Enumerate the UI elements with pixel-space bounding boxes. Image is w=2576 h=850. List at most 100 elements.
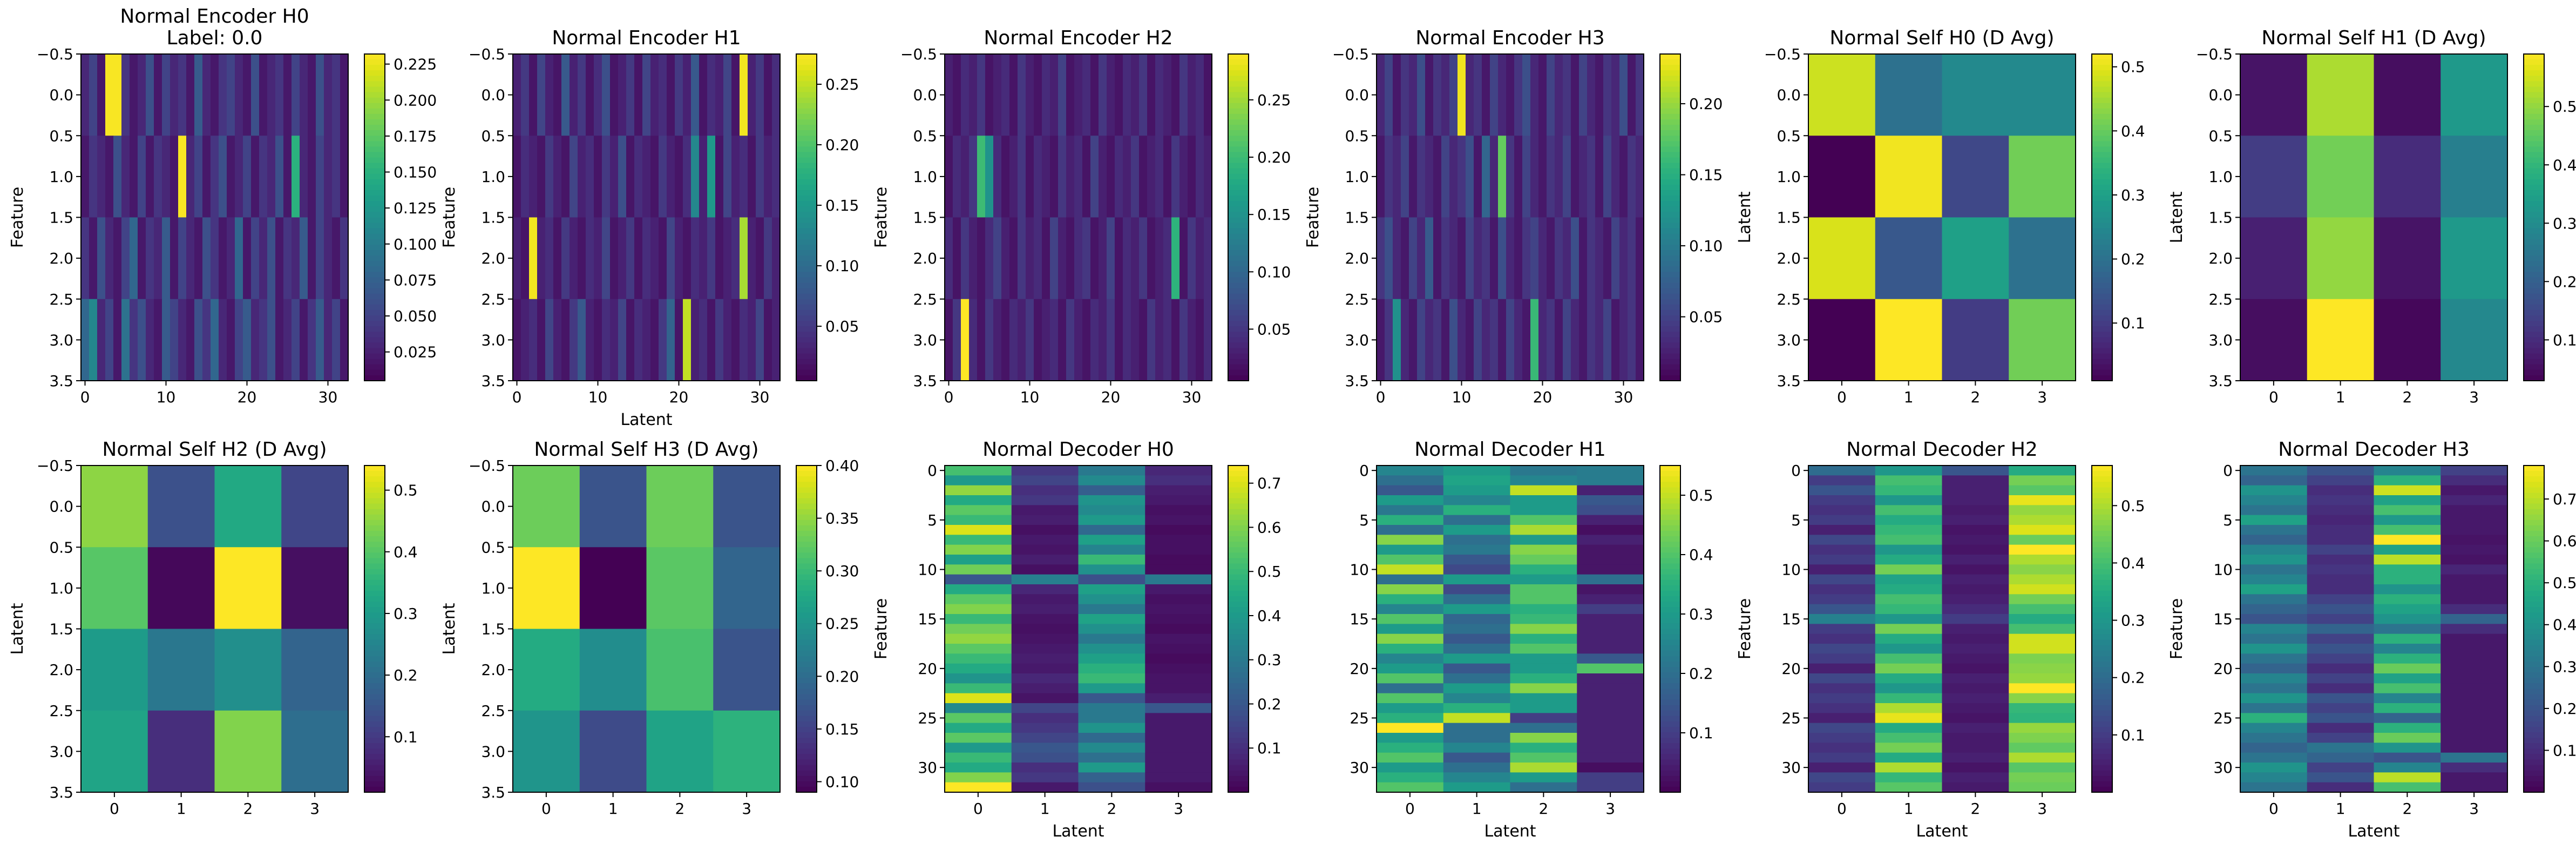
colorbar-segment	[796, 536, 817, 542]
heatmap-cell	[731, 217, 740, 300]
heatmap-cell	[1603, 217, 1612, 300]
heatmap-cell	[2009, 555, 2076, 565]
colorbar-segment	[1660, 228, 1680, 234]
axes-frame	[1376, 465, 1644, 793]
heatmap-cell	[1011, 604, 1079, 615]
heatmap-cell	[513, 136, 521, 218]
heatmap-cell	[699, 136, 708, 218]
colorbar-segment	[796, 563, 817, 570]
heatmap-cell	[89, 299, 98, 381]
y-tick-label: 2.0	[2208, 249, 2233, 267]
heatmap-cell	[1942, 703, 2009, 713]
colorbar-segment	[2524, 282, 2544, 289]
heatmap-cell	[1145, 733, 1212, 743]
colorbar-segment	[2524, 471, 2544, 477]
colorbar-segment	[1660, 97, 1680, 104]
y-tick-label: 1.5	[481, 209, 505, 227]
colorbar-segment	[1228, 173, 1249, 180]
heatmap-cell	[1579, 54, 1588, 136]
heatmap-cell	[2307, 217, 2375, 300]
heatmap-cell	[634, 54, 643, 136]
heatmap-cell	[1875, 466, 1943, 476]
colorbar-segment	[364, 266, 385, 272]
colorbar-segment	[1228, 65, 1249, 71]
heatmap-cell	[2240, 713, 2308, 724]
colorbar-segment	[1228, 498, 1249, 504]
heatmap-cell	[1171, 54, 1180, 136]
heatmap-cell	[731, 299, 740, 381]
y-tick-label: 1.0	[2208, 168, 2233, 186]
heatmap-cell	[1942, 752, 2009, 763]
heatmap-cell	[513, 547, 580, 630]
y-tick-label: 3.5	[1345, 372, 1369, 390]
heatmap-cell	[691, 54, 700, 136]
colorbar-segment	[2092, 255, 2112, 261]
heatmap-cell	[1510, 505, 1577, 516]
heatmap-cell	[683, 54, 692, 136]
colorbar-segment	[796, 727, 817, 733]
heatmap-cell	[2441, 763, 2508, 773]
heatmap-cell	[1011, 743, 1079, 753]
heatmap-cell	[1078, 703, 1145, 713]
colorbar-tick-label: 0.4	[1257, 607, 1282, 625]
colorbar-segment	[364, 503, 385, 510]
heatmap-cell	[1433, 136, 1442, 218]
colorbar-segment	[1660, 482, 1680, 488]
heatmap-cell	[332, 136, 341, 218]
heatmap-cell	[147, 629, 215, 711]
colorbar-segment	[364, 727, 385, 733]
colorbar-segment	[1660, 113, 1680, 120]
colorbar-segment	[796, 607, 817, 613]
colorbar-segment	[1228, 618, 1249, 624]
heatmap-cell	[1026, 217, 1034, 300]
heatmap-cell	[1107, 217, 1115, 300]
colorbar-segment	[2524, 645, 2544, 651]
colorbar-segment	[2524, 168, 2544, 174]
y-tick-label: −0.5	[469, 457, 505, 475]
heatmap-cell	[1808, 505, 1876, 516]
heatmap-cell	[2441, 782, 2508, 793]
heatmap-cell	[513, 217, 521, 300]
colorbar-segment	[364, 536, 385, 542]
heatmap-cell	[1204, 136, 1212, 218]
y-axis-label: Feature	[872, 598, 891, 659]
heatmap-cell	[579, 629, 647, 711]
heatmap-cell	[1443, 525, 1511, 535]
colorbar-segment	[2092, 482, 2112, 488]
colorbar-segment	[2524, 574, 2544, 581]
heatmap-cell	[97, 54, 106, 136]
colorbar-segment	[2524, 662, 2544, 667]
colorbar-segment	[796, 348, 817, 354]
heatmap-cell	[1188, 299, 1196, 381]
heatmap-cell	[202, 299, 211, 381]
heatmap-cell	[1942, 772, 2009, 783]
heatmap-cell	[1482, 136, 1490, 218]
colorbar-segment	[2092, 342, 2112, 349]
heatmap-cell	[2307, 713, 2375, 724]
heatmap-cell	[1808, 624, 1876, 635]
heatmap-cell	[1123, 136, 1131, 218]
heatmap-cell	[1011, 515, 1079, 525]
heatmap-cell	[1078, 743, 1145, 753]
heatmap-cell	[1510, 752, 1577, 763]
colorbar-segment	[2524, 309, 2544, 316]
colorbar-segment	[1660, 765, 1680, 771]
heatmap-cell	[1506, 136, 1515, 218]
colorbar-tick-label: 0.3	[2553, 658, 2576, 676]
heatmap-cells	[81, 466, 349, 793]
heatmap-cell	[953, 217, 961, 300]
heatmap-cell	[2240, 584, 2308, 595]
heatmap-cell	[985, 54, 994, 136]
heatmap-cell	[1875, 743, 1943, 753]
colorbar-segment	[2092, 81, 2112, 87]
heatmap-cell	[1115, 136, 1123, 218]
heatmap-cell	[1875, 594, 1943, 605]
heatmap-cell	[756, 136, 764, 218]
colorbar: 0.10.20.30.40.5	[1659, 465, 1713, 793]
colorbar-segment	[1228, 786, 1249, 793]
colorbar-segment	[1660, 359, 1680, 365]
heatmap-cell	[2307, 515, 2375, 525]
heatmap-cell	[1099, 136, 1107, 218]
